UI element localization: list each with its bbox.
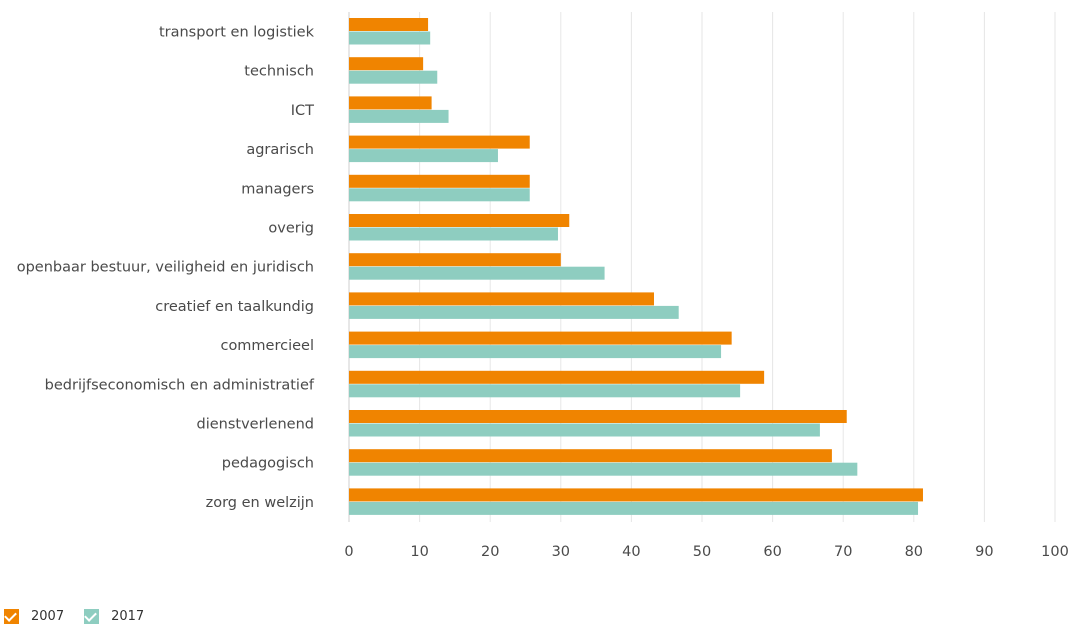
bar-2017[interactable]	[349, 423, 820, 437]
bar-2007[interactable]	[349, 18, 429, 31]
bar-2007[interactable]	[349, 57, 424, 71]
x-tick-label: 60	[763, 544, 781, 560]
x-tick-label: 100	[1041, 544, 1069, 560]
category-labels: transport en logistiek technisch ICT agrari…	[17, 25, 315, 511]
category-label: agrarisch	[246, 142, 314, 158]
x-tick-label: 30	[552, 544, 570, 560]
bar-2007[interactable]	[349, 292, 654, 306]
bar-2007[interactable]	[349, 331, 732, 345]
bar-2017[interactable]	[349, 462, 858, 476]
legend-label: 2017	[111, 609, 145, 624]
legend-label: 2007	[31, 609, 65, 624]
category-label: pedagogisch	[222, 456, 314, 472]
bar-2017[interactable]	[349, 149, 498, 163]
x-tick-label: 90	[975, 544, 993, 560]
x-axis-tick-labels: 0 10 20 30 40 50 60 70 80 90 100	[344, 544, 1068, 560]
bar-2007[interactable]	[349, 214, 570, 227]
category-label: zorg en welzijn	[206, 495, 314, 511]
x-tick-label: 0	[344, 544, 353, 560]
legend-item-2017[interactable]: 2017	[84, 609, 144, 624]
checkbox-icon[interactable]	[84, 609, 100, 624]
checkbox-icon[interactable]	[4, 609, 19, 624]
category-label: overig	[268, 221, 314, 237]
bar-2007[interactable]	[349, 135, 530, 149]
category-label: creatief en taalkundig	[155, 299, 314, 315]
bar-2017[interactable]	[349, 227, 558, 241]
bar-chart: transport en logistiek technisch ICT agrari…	[17, 12, 1069, 560]
bar-2007[interactable]	[349, 449, 832, 463]
category-label: technisch	[244, 64, 314, 80]
bar-2017[interactable]	[349, 70, 438, 84]
bar-2017[interactable]	[349, 188, 530, 202]
bar-2017[interactable]	[349, 305, 679, 319]
x-tick-label: 50	[693, 544, 711, 560]
x-tick-label: 40	[622, 544, 640, 560]
category-label: ICT	[291, 103, 314, 119]
bar-2017[interactable]	[349, 109, 449, 123]
bar-2007[interactable]	[349, 488, 923, 502]
legend-item-2007[interactable]: 2007	[4, 609, 64, 624]
bar-2017[interactable]	[349, 384, 741, 398]
category-label: transport en logistiek	[159, 25, 315, 41]
category-label: managers	[241, 181, 314, 197]
bar-2007[interactable]	[349, 96, 432, 110]
category-label: commercieel	[220, 338, 314, 354]
bar-2017[interactable]	[349, 501, 919, 515]
category-label: bedrijfseconomisch en administratief	[45, 377, 315, 393]
bar-2007[interactable]	[349, 174, 530, 188]
bar-2007[interactable]	[349, 253, 561, 267]
bar-2007[interactable]	[349, 370, 765, 384]
bar-2017[interactable]	[349, 31, 431, 45]
x-tick-label: 20	[481, 544, 499, 560]
x-tick-label: 80	[905, 544, 923, 560]
category-label: openbaar bestuur, veiligheid en juridisc…	[17, 260, 314, 276]
bars	[349, 18, 923, 515]
x-tick-label: 10	[410, 544, 428, 560]
bar-2017[interactable]	[349, 345, 722, 359]
legend: 2007 2017	[4, 609, 164, 624]
bar-2007[interactable]	[349, 410, 847, 423]
x-tick-label: 70	[834, 544, 852, 560]
category-label: dienstverlenend	[196, 417, 314, 433]
bar-2017[interactable]	[349, 266, 605, 280]
